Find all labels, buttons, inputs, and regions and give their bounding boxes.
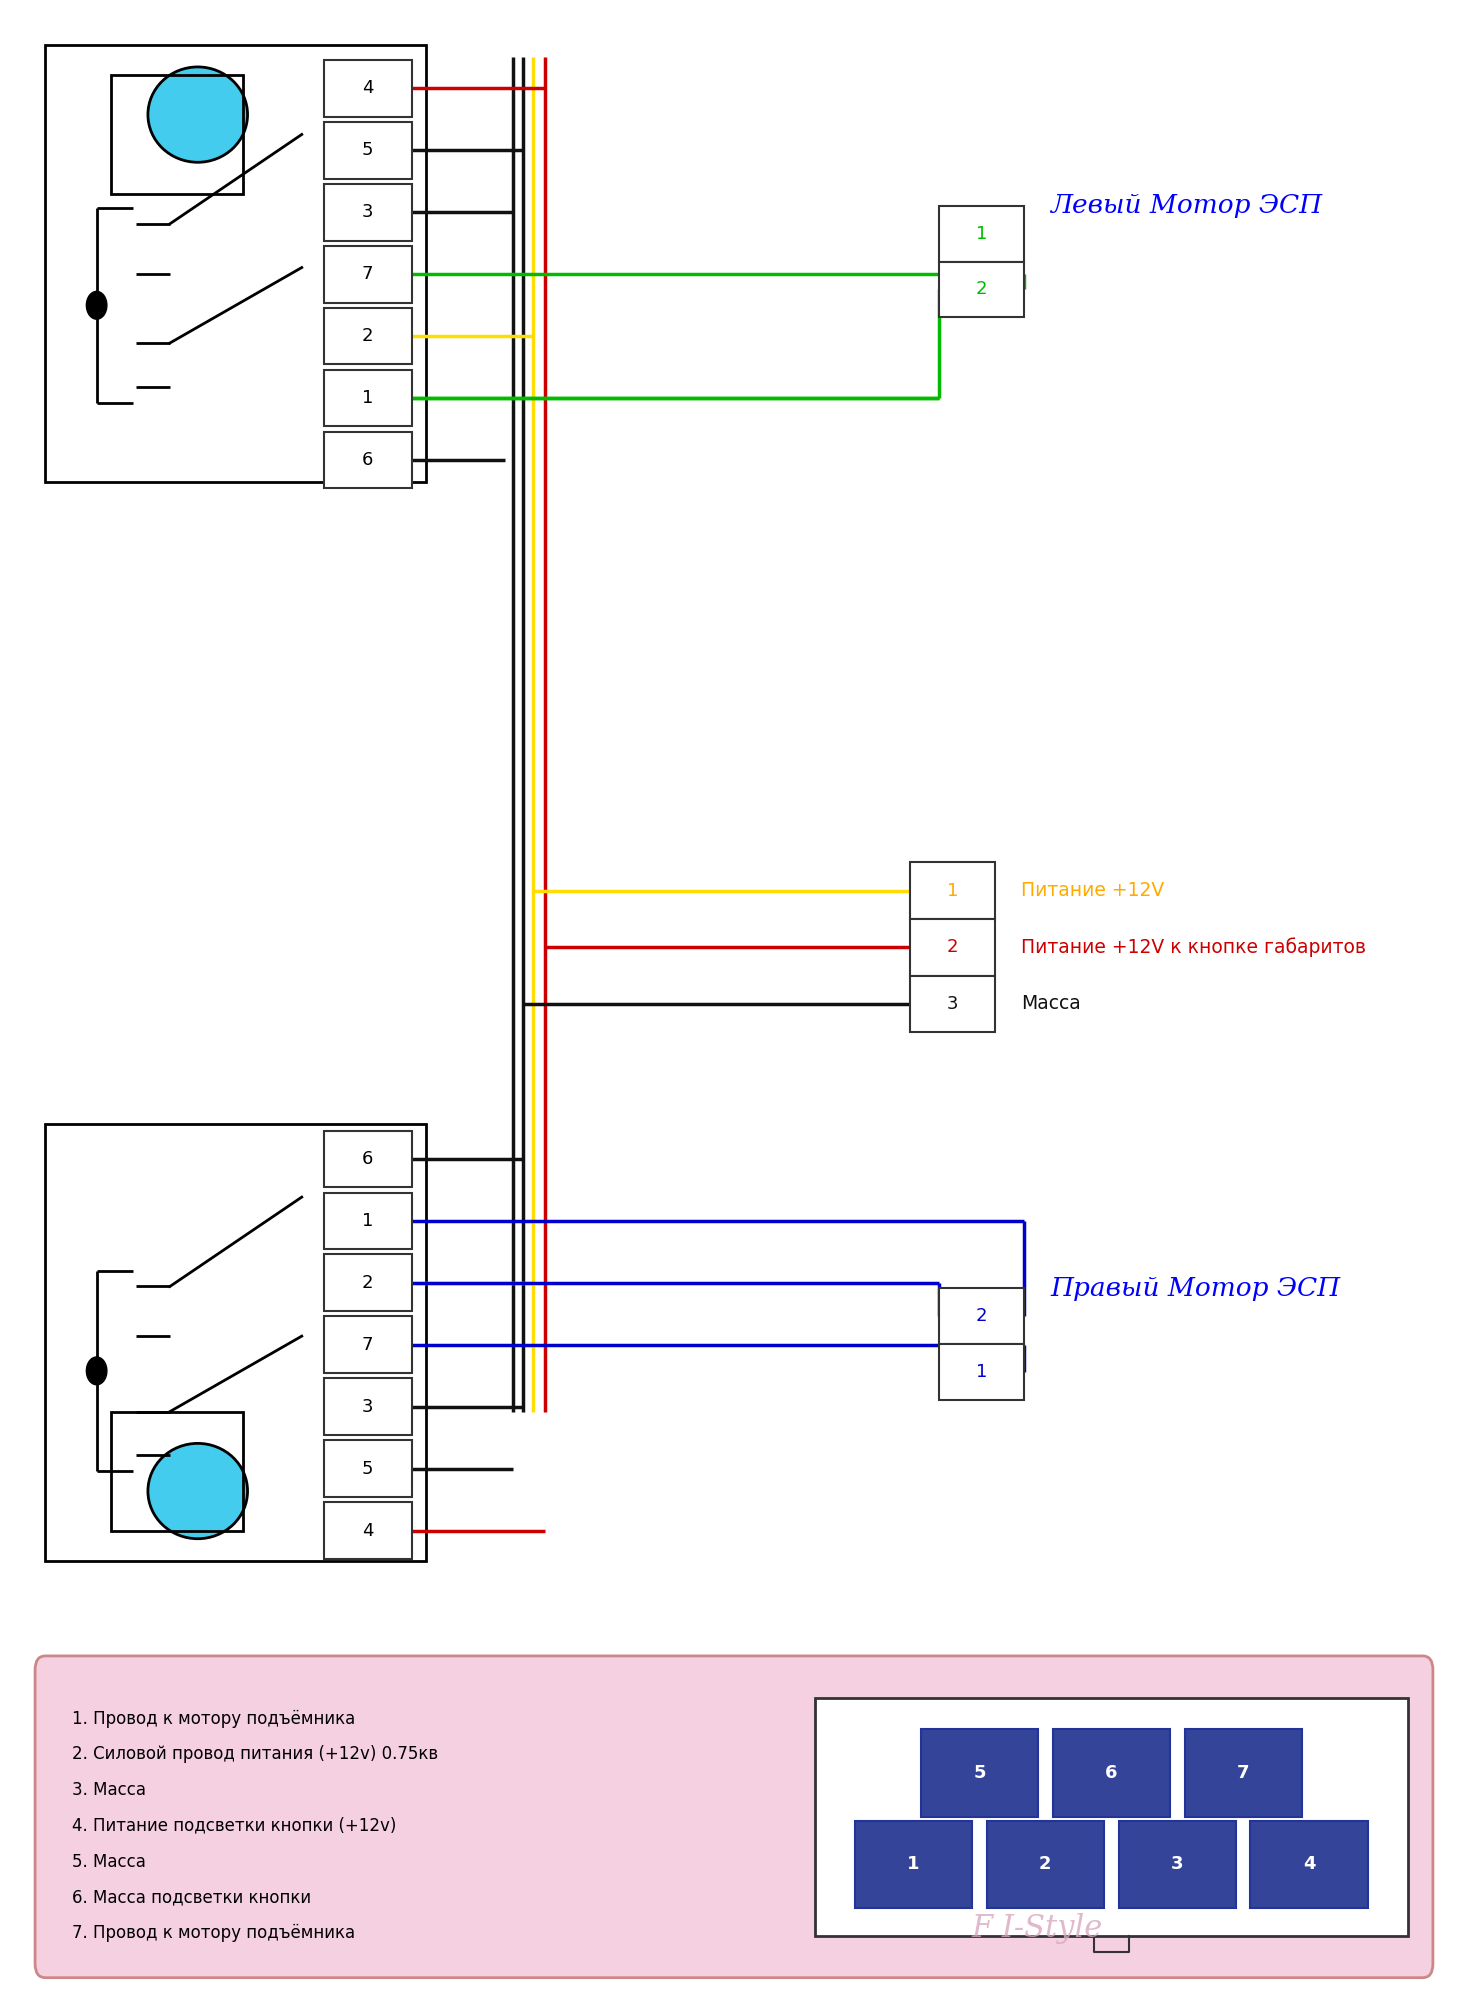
Text: 1: 1	[363, 1211, 373, 1229]
Bar	[910, 977, 995, 1032]
Text: 3: 3	[947, 994, 959, 1012]
Bar	[112, 1412, 244, 1532]
Bar	[324, 1317, 411, 1372]
Text: 6: 6	[363, 1150, 373, 1168]
Bar	[986, 1820, 1104, 1907]
Bar	[910, 863, 995, 919]
Text: F I-Style: F I-Style	[972, 1913, 1102, 1943]
Text: 3: 3	[363, 1398, 373, 1416]
Text: Масса: Масса	[1022, 994, 1080, 1014]
Text: Питание +12V к кнопке габаритов: Питание +12V к кнопке габаритов	[1022, 937, 1367, 957]
Bar	[112, 76, 244, 195]
Text: 2: 2	[976, 280, 988, 298]
Bar	[324, 60, 411, 117]
Bar	[920, 1728, 1038, 1816]
Bar	[940, 263, 1025, 316]
Bar	[940, 1289, 1025, 1345]
Circle shape	[87, 290, 107, 318]
Bar	[324, 1502, 411, 1559]
Text: 1: 1	[363, 390, 373, 408]
Text: 1: 1	[976, 1362, 988, 1380]
Text: 4: 4	[1302, 1856, 1315, 1874]
Text: Правый Мотор ЭСП: Правый Мотор ЭСП	[1051, 1277, 1340, 1301]
Ellipse shape	[148, 1444, 248, 1539]
Bar	[46, 1124, 426, 1561]
Bar	[815, 1699, 1408, 1935]
Text: 6. Масса подсветки кнопки: 6. Масса подсветки кнопки	[72, 1888, 311, 1905]
Text: 6: 6	[363, 452, 373, 469]
Text: 4: 4	[363, 1522, 373, 1539]
Text: 6: 6	[1105, 1764, 1117, 1782]
Text: 5: 5	[363, 1460, 373, 1478]
Text: 7. Провод к мотору подъёмника: 7. Провод к мотору подъёмника	[72, 1923, 355, 1941]
Text: 7: 7	[363, 265, 373, 282]
Text: 4: 4	[363, 80, 373, 97]
Bar	[1185, 1728, 1302, 1816]
Bar	[854, 1820, 972, 1907]
Text: 4. Питание подсветки кнопки (+12v): 4. Питание подсветки кнопки (+12v)	[72, 1816, 396, 1834]
Text: 2: 2	[1039, 1856, 1051, 1874]
Text: 2: 2	[947, 939, 959, 957]
Text: 5: 5	[363, 141, 373, 159]
Text: 2. Силовой провод питания (+12v) 0.75кв: 2. Силовой провод питания (+12v) 0.75кв	[72, 1744, 437, 1764]
Bar	[324, 1255, 411, 1311]
Text: 3: 3	[1171, 1856, 1183, 1874]
Text: 5: 5	[973, 1764, 985, 1782]
Bar	[324, 1193, 411, 1249]
Text: 1. Провод к мотору подъёмника: 1. Провод к мотору подъёмника	[72, 1709, 355, 1728]
Text: Питание +12V: Питание +12V	[1022, 881, 1164, 901]
Text: 3. Масса: 3. Масса	[72, 1780, 145, 1798]
Bar	[324, 1378, 411, 1434]
Text: 7: 7	[1238, 1764, 1249, 1782]
Circle shape	[87, 1356, 107, 1384]
Bar	[324, 1440, 411, 1498]
Bar	[324, 121, 411, 179]
Text: 3: 3	[363, 203, 373, 221]
Bar	[1053, 1728, 1170, 1816]
Text: Левый Мотор ЭСП: Левый Мотор ЭСП	[1051, 193, 1323, 219]
Text: 7: 7	[363, 1337, 373, 1355]
Text: 1: 1	[907, 1856, 920, 1874]
FancyBboxPatch shape	[35, 1657, 1433, 1977]
Text: 2: 2	[363, 1273, 373, 1291]
Bar	[940, 1345, 1025, 1400]
Text: 5. Масса: 5. Масса	[72, 1852, 145, 1870]
Bar	[46, 46, 426, 481]
Bar	[910, 919, 995, 977]
Bar	[940, 207, 1025, 263]
Text: 1: 1	[947, 881, 959, 899]
Bar	[324, 183, 411, 241]
Bar	[1119, 1820, 1236, 1907]
Bar	[1251, 1820, 1368, 1907]
Bar	[324, 247, 411, 302]
Bar	[324, 370, 411, 426]
Bar	[324, 432, 411, 489]
Text: 2: 2	[363, 326, 373, 346]
Bar	[324, 308, 411, 364]
Bar	[324, 1130, 411, 1187]
Text: 2: 2	[976, 1307, 988, 1325]
Text: 1: 1	[976, 225, 988, 243]
Ellipse shape	[148, 68, 248, 163]
